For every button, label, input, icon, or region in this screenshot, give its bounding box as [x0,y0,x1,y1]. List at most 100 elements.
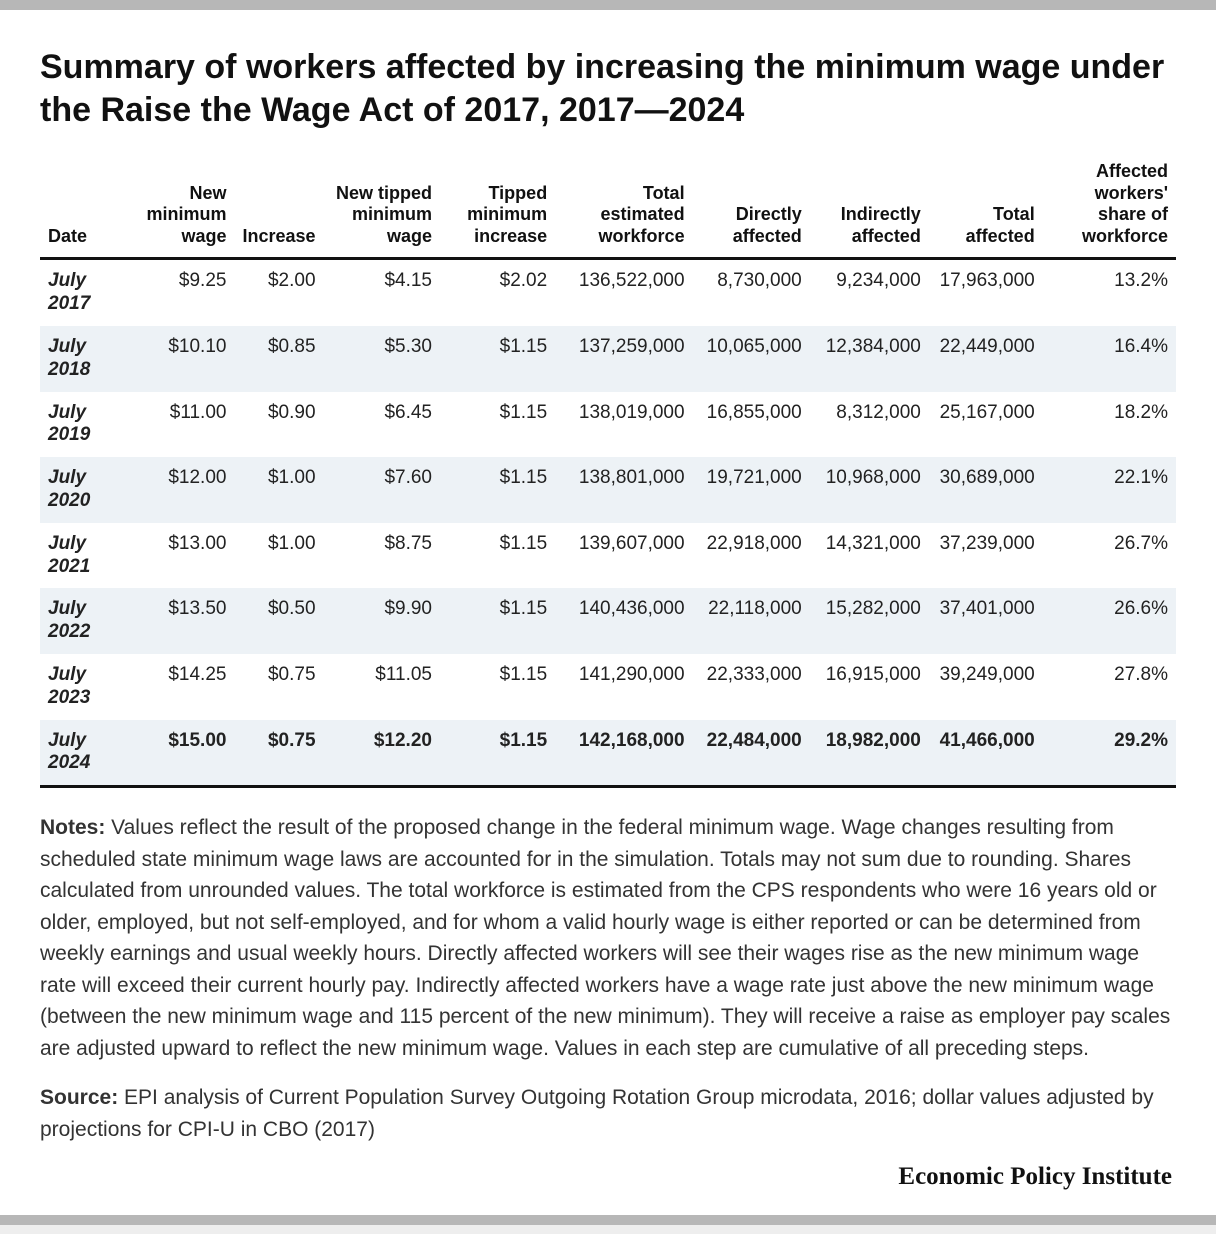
th-new-min-wage: New minimum wage [126,155,234,259]
th-total-affected: Total affected [929,155,1043,259]
organization-name: Economic Policy Institute [40,1163,1176,1191]
source-label: Source: [40,1086,118,1109]
table-cell: $1.15 [440,326,555,392]
table-cell: 22,484,000 [693,720,810,787]
table-cell: 22,449,000 [929,326,1043,392]
th-tipped-increase: Tipped minimum increase [440,155,555,259]
notes-label: Notes: [40,816,105,839]
table-cell: 27.8% [1043,654,1176,720]
table-cell: 138,801,000 [555,457,692,523]
table-cell: 136,522,000 [555,259,692,326]
table-cell: $1.15 [440,457,555,523]
table-cell: 37,401,000 [929,588,1043,654]
table-cell: 22,333,000 [693,654,810,720]
source-paragraph: Source: EPI analysis of Current Populati… [40,1082,1176,1145]
table-cell: July 2020 [40,457,126,523]
table-cell: $0.85 [234,326,323,392]
table-cell: $13.50 [126,588,234,654]
table-header-row: Date New minimum wage Increase New tippe… [40,155,1176,259]
table-cell: 142,168,000 [555,720,692,787]
table-cell: $2.00 [234,259,323,326]
table-cell: $0.75 [234,720,323,787]
table-cell: $7.60 [324,457,440,523]
table-row: July 2019$11.00$0.90$6.45$1.15138,019,00… [40,392,1176,458]
table-cell: 139,607,000 [555,523,692,589]
table-cell: 12,384,000 [810,326,929,392]
table-cell: 138,019,000 [555,392,692,458]
table-cell: $13.00 [126,523,234,589]
table-row: July 2021$13.00$1.00$8.75$1.15139,607,00… [40,523,1176,589]
table-cell: 41,466,000 [929,720,1043,787]
source-text: EPI analysis of Current Population Surve… [40,1086,1154,1141]
table-cell: $1.00 [234,523,323,589]
th-total-workforce: Total estimated workforce [555,155,692,259]
table-cell: 16,915,000 [810,654,929,720]
table-cell: 37,239,000 [929,523,1043,589]
th-share: Affected workers' share of workforce [1043,155,1176,259]
table-cell: $8.75 [324,523,440,589]
table-cell: 22.1% [1043,457,1176,523]
th-directly-affected: Directly affected [693,155,810,259]
table-row: July 2018$10.10$0.85$5.30$1.15137,259,00… [40,326,1176,392]
table-cell: 10,065,000 [693,326,810,392]
table-cell: 19,721,000 [693,457,810,523]
th-date: Date [40,155,126,259]
th-new-tipped-min-wage: New tipped minimum wage [324,155,440,259]
table-cell: $11.00 [126,392,234,458]
table-cell: 15,282,000 [810,588,929,654]
table-cell: 8,312,000 [810,392,929,458]
table-cell: $10.10 [126,326,234,392]
table-cell: 8,730,000 [693,259,810,326]
table-cell: $0.75 [234,654,323,720]
table-cell: July 2023 [40,654,126,720]
table-cell: $11.05 [324,654,440,720]
table-cell: July 2017 [40,259,126,326]
table-cell: $5.30 [324,326,440,392]
table-cell: $1.00 [234,457,323,523]
table-cell: 16,855,000 [693,392,810,458]
table-cell: 29.2% [1043,720,1176,787]
table-row: July 2020$12.00$1.00$7.60$1.15138,801,00… [40,457,1176,523]
table-cell: 14,321,000 [810,523,929,589]
table-cell: $12.00 [126,457,234,523]
table-cell: $9.25 [126,259,234,326]
notes-text: Values reflect the result of the propose… [40,816,1170,1060]
table-cell: $9.90 [324,588,440,654]
table-cell: $15.00 [126,720,234,787]
table-cell: 25,167,000 [929,392,1043,458]
table-cell: 17,963,000 [929,259,1043,326]
table-cell: July 2019 [40,392,126,458]
table-cell: $14.25 [126,654,234,720]
table-cell: 18,982,000 [810,720,929,787]
bottom-bar [0,1215,1216,1225]
table-cell: $2.02 [440,259,555,326]
table-cell: 18.2% [1043,392,1176,458]
table-cell: 13.2% [1043,259,1176,326]
table-cell: $0.50 [234,588,323,654]
table-cell: 140,436,000 [555,588,692,654]
th-indirectly-affected: Indirectly affected [810,155,929,259]
table-cell: July 2024 [40,720,126,787]
summary-table: Date New minimum wage Increase New tippe… [40,155,1176,788]
table-cell: July 2021 [40,523,126,589]
table-cell: 30,689,000 [929,457,1043,523]
table-cell: July 2018 [40,326,126,392]
table-row: July 2017$9.25$2.00$4.15$2.02136,522,000… [40,259,1176,326]
table-row: July 2023$14.25$0.75$11.05$1.15141,290,0… [40,654,1176,720]
table-cell: $1.15 [440,720,555,787]
table-row: July 2022$13.50$0.50$9.90$1.15140,436,00… [40,588,1176,654]
page-title: Summary of workers affected by increasin… [40,46,1176,131]
table-cell: 22,118,000 [693,588,810,654]
table-cell: $1.15 [440,588,555,654]
table-cell: 9,234,000 [810,259,929,326]
table-cell: $1.15 [440,523,555,589]
notes-block: Notes: Values reflect the result of the … [40,812,1176,1145]
table-cell: $1.15 [440,654,555,720]
table-cell: July 2022 [40,588,126,654]
table-cell: $4.15 [324,259,440,326]
table-cell: 26.7% [1043,523,1176,589]
table-cell: $0.90 [234,392,323,458]
table-body: July 2017$9.25$2.00$4.15$2.02136,522,000… [40,259,1176,787]
notes-paragraph: Notes: Values reflect the result of the … [40,812,1176,1064]
table-cell: 26.6% [1043,588,1176,654]
